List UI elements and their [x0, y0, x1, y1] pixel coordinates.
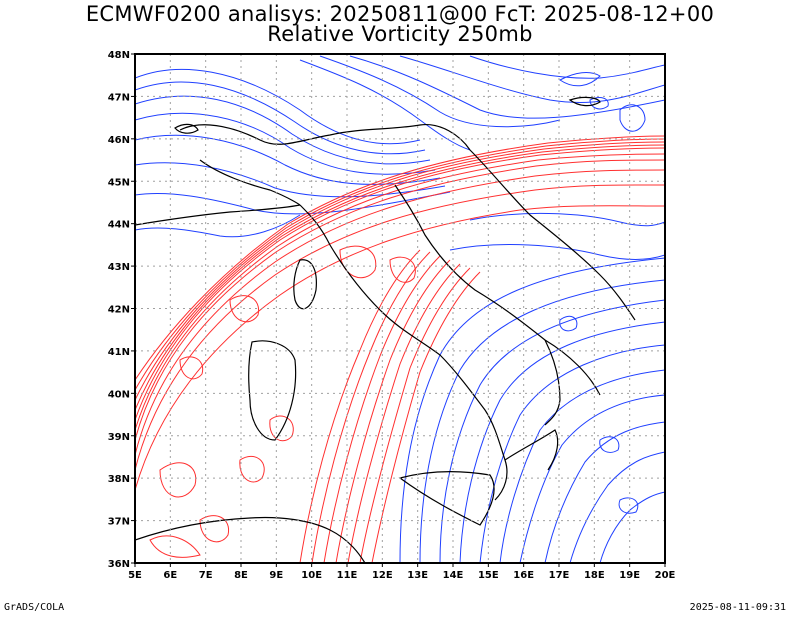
lon-label: 14E [443, 570, 464, 581]
lon-label: 15E [478, 570, 499, 581]
lat-label: 37N [108, 517, 130, 528]
footer-software-label: GrADS/COLA [4, 602, 65, 613]
lat-label: 45N [108, 177, 130, 188]
lat-label: 41N [108, 347, 130, 358]
lon-label: 17E [549, 570, 570, 581]
latitude-labels: 48N 47N 46N 45N 44N 43N 42N 41N 40N 39N 38N 37N 36N [108, 50, 130, 570]
lon-label: 16E [513, 570, 534, 581]
lat-label: 48N [108, 50, 130, 61]
lat-label: 47N [108, 92, 130, 103]
lat-label: 43N [108, 262, 130, 273]
lon-label: 10E [301, 570, 322, 581]
map-subtitle: Relative Vorticity 250mb [267, 22, 533, 46]
lat-label: 46N [108, 135, 130, 146]
lat-label: 40N [108, 389, 130, 400]
negative-vorticity-contours [135, 55, 665, 563]
longitude-labels: 5E 6E 7E 8E 9E 10E 11E 12E 13E 14E 15E 16E 17E 18E 19E… [128, 570, 675, 581]
contour-layer [135, 55, 665, 563]
lon-label: 12E [372, 570, 393, 581]
map-title: ECMWF0200 analisys: 20250811@00 FcT: 202… [85, 2, 715, 26]
axis-ticks [131, 53, 666, 567]
lat-label: 39N [108, 432, 130, 443]
lon-label: 19E [619, 570, 640, 581]
lon-label: 18E [584, 570, 605, 581]
lon-label: 9E [269, 570, 283, 581]
footer-timestamp: 2025-08-11-09:31 [689, 602, 786, 613]
lat-label: 42N [108, 305, 130, 316]
lat-label: 44N [108, 220, 130, 231]
lon-label: 6E [163, 570, 177, 581]
graticule [135, 54, 665, 563]
lon-label: 7E [199, 570, 213, 581]
lon-label: 20E [655, 570, 676, 581]
lat-label: 36N [108, 559, 130, 570]
lon-label: 13E [407, 570, 428, 581]
lon-label: 5E [128, 570, 142, 581]
lat-label: 38N [108, 474, 130, 485]
positive-vorticity-contours [135, 135, 665, 563]
lon-label: 11E [337, 570, 358, 581]
coastlines-borders [135, 96, 636, 563]
lon-label: 8E [234, 570, 248, 581]
